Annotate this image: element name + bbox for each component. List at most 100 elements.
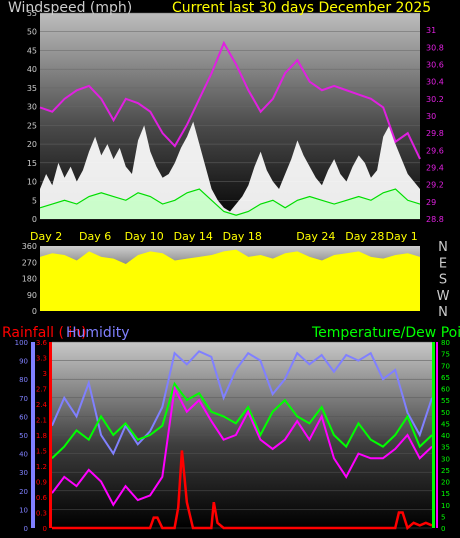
temperature-tick-label: 10 [441, 502, 450, 510]
humidity-tick-label: 50 [19, 432, 28, 440]
pressure-tick-label: 29.8 [426, 129, 444, 138]
temperature-tick-label: 55 [441, 397, 450, 405]
dewpoint-axis-bar [436, 342, 438, 528]
pressure-right-ticks: 28.8 29 29.2 29.4 29.6 29.8 30 30.2 30.4 30.6 30.8… [426, 26, 444, 224]
wind-tick-label: 25 [27, 121, 37, 130]
humidity-axis-label: Humidity [66, 325, 129, 341]
temperature-tick-label: 60 [441, 386, 450, 394]
direction-marks [40, 249, 420, 311]
temperature-ticks: 0 5 10 15 20 25 30 35 40 45 50 55 60 65 70 75 80 [441, 339, 450, 533]
wind-tick-label: 40 [27, 65, 37, 74]
humidity-tick-label: 70 [19, 395, 28, 403]
pressure-tick-label: 30.4 [426, 78, 444, 87]
date-axis-labels: Day 2 Day 6 Day 10 Day 14 Day 18 Day 24 Day 28… [30, 230, 418, 243]
compass-label: E [439, 256, 447, 271]
humidity-tick-label: 80 [19, 376, 28, 384]
pressure-line [39, 40, 421, 160]
wind-axis-label: Windspeed (mph) [8, 0, 132, 16]
pressure-tick-label: 28.8 [426, 215, 444, 224]
direction-left-ticks: 0 90 180 270 360 [22, 242, 37, 316]
dewpoint-line [51, 385, 433, 507]
pressure-tick-label: 29.4 [426, 164, 444, 173]
temperature-tick-label: 70 [441, 362, 450, 370]
humidity-tick-label: 20 [19, 488, 28, 496]
compass-label: N [438, 240, 448, 255]
pressure-tick-label: 31 [426, 26, 436, 35]
direction-area [40, 249, 420, 311]
temperature-tick-label: 35 [441, 444, 450, 452]
temperature-tick-label: 0 [441, 525, 445, 533]
chart-title: Current last 30 days December 2025 [172, 0, 431, 16]
pressure-tick-label: 30 [426, 112, 436, 121]
humidity-ticks: 0 10 20 30 40 50 60 70 80 90 100 [15, 339, 28, 533]
humidity-tick-label: 0 [24, 525, 28, 533]
rain-tick-label: 2.7 [36, 386, 47, 394]
date-label: Day 28 [345, 230, 384, 243]
wind-tick-label: 50 [27, 28, 37, 37]
wind-tick-label: 20 [27, 140, 37, 149]
rain-tick-label: 1.5 [36, 448, 47, 456]
temperature-tick-label: 65 [441, 374, 450, 382]
pressure-tick-label: 30.6 [426, 61, 444, 70]
humidity-tick-label: 40 [19, 451, 28, 459]
pressure-tick-label: 29.2 [426, 181, 444, 190]
average-line [39, 188, 421, 216]
compass-label: N [438, 305, 448, 320]
pressure-tick-label: 30.8 [426, 43, 444, 52]
compass-label: S [439, 273, 447, 288]
rain-ticks: 0 0.3 0.6 0.9 1.2 1.5 1.8 2.1 2.4 2.7 3 3.3 3.6 [36, 339, 48, 533]
wind-tick-label: 35 [27, 84, 37, 93]
date-label: Day 2 [30, 230, 62, 243]
wind-left-ticks: 0 5 10 15 20 25 30 35 40 45 50 55 [27, 9, 37, 224]
rain-tick-label: 2.4 [36, 401, 48, 409]
direction-tick-label: 90 [27, 291, 37, 300]
temperature-tick-label: 45 [441, 420, 450, 428]
rain-tick-label: 0.6 [36, 494, 48, 502]
temperature-tick-label: 20 [441, 479, 450, 487]
wind-pressure-panel: 0 5 10 15 20 25 30 35 40 45 50 55 28.8 29 29.2 29.4 29.… [8, 0, 444, 224]
temperature-tick-label: 30 [441, 455, 450, 463]
wind-tick-label: 30 [27, 103, 37, 112]
pressure-tick-label: 30.2 [426, 95, 444, 104]
date-label: Day 14 [174, 230, 213, 243]
rainfall-line [52, 450, 433, 531]
date-label: Day 6 [79, 230, 111, 243]
temperature-tick-label: 50 [441, 409, 450, 417]
date-label: Day 10 [125, 230, 164, 243]
rain-tick-label: 1.8 [36, 432, 47, 440]
direction-tick-label: 270 [22, 258, 37, 267]
temperature-tick-label: 25 [441, 467, 450, 475]
rainfall-axis-label: Rainfall ( in) [2, 325, 87, 341]
temperature-tick-label: 5 [441, 513, 445, 521]
rain-tick-label: 0.3 [36, 510, 47, 518]
temperature-line [51, 381, 433, 459]
humidity-tick-label: 60 [19, 413, 28, 421]
wind-tick-label: 45 [27, 46, 37, 55]
rain-tick-label: 3.6 [36, 339, 48, 347]
date-label: Day 24 [296, 230, 335, 243]
wind-tick-label: 5 [32, 196, 37, 205]
rain-tick-label: 1.2 [36, 463, 47, 471]
temperature-tick-label: 80 [441, 339, 450, 347]
humidity-tick-label: 30 [19, 469, 28, 477]
temperature-tick-label: 75 [441, 351, 450, 359]
compass-label: W [437, 289, 450, 304]
pressure-tick-label: 29 [426, 198, 436, 207]
humidity-tick-label: 10 [19, 506, 28, 514]
direction-tick-label: 180 [22, 275, 37, 284]
rain-tick-label: 3.3 [36, 355, 47, 363]
humidity-temp-marks [51, 350, 433, 531]
humidity-line [51, 350, 433, 456]
rain-tick-label: 0.9 [36, 479, 47, 487]
rain-tick-label: 2.1 [36, 417, 47, 425]
temperature-axis-bar [432, 342, 435, 528]
pressure-tick-label: 29.6 [426, 146, 444, 155]
humidity-tick-label: 100 [15, 339, 28, 347]
wind-tick-label: 15 [27, 159, 37, 168]
direction-tick-label: 360 [22, 242, 37, 251]
wind-tick-label: 10 [27, 178, 37, 187]
